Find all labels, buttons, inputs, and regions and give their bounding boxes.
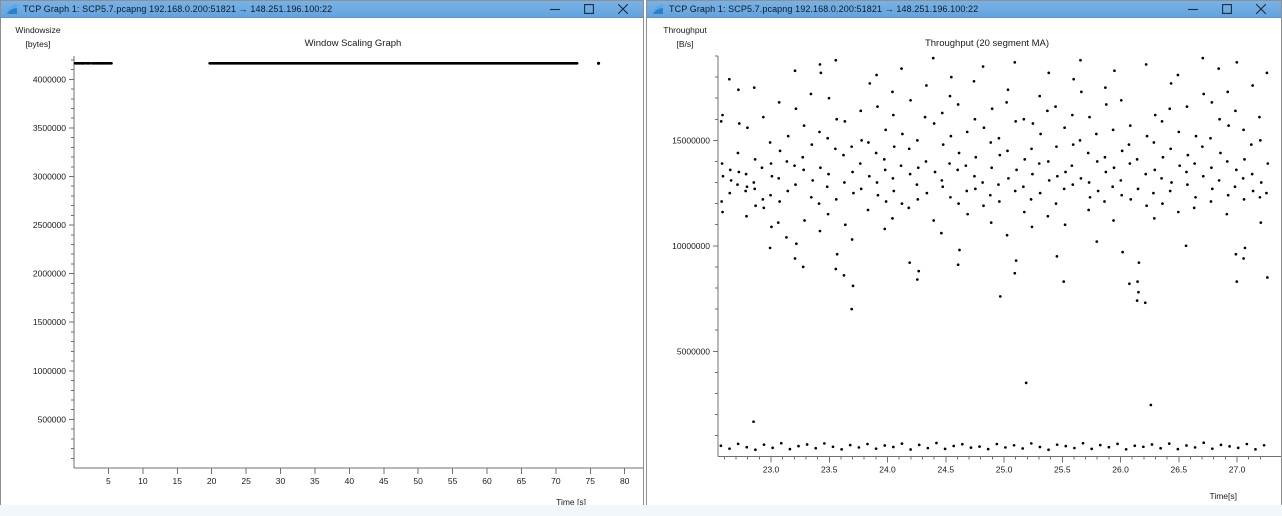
svg-text:5: 5 bbox=[106, 476, 111, 486]
svg-text:3500000: 3500000 bbox=[33, 123, 66, 133]
svg-text:25.0: 25.0 bbox=[996, 465, 1013, 475]
chart-labels: Window Scaling Graph Windowsize [bytes] Tim… bbox=[15, 25, 586, 506]
svg-text:Windowsize: Windowsize bbox=[15, 25, 61, 35]
svg-text:45: 45 bbox=[379, 476, 389, 486]
svg-text:[bytes]: [bytes] bbox=[25, 39, 50, 49]
svg-text:5000000: 5000000 bbox=[677, 346, 710, 356]
svg-text:500000: 500000 bbox=[38, 414, 67, 424]
svg-text:30: 30 bbox=[276, 476, 286, 486]
svg-text:1000000: 1000000 bbox=[33, 366, 66, 376]
close-button[interactable] bbox=[606, 1, 640, 18]
window-title: TCP Graph 1: SCP5.7.pcapng 192.168.0.200… bbox=[669, 4, 979, 14]
window-scaling-chart[interactable]: 500000 1000000 1500000 2000000 2500000 300000… bbox=[1, 18, 643, 506]
svg-text:Throughput: Throughput bbox=[663, 25, 707, 35]
wireshark-fin-icon bbox=[653, 4, 663, 14]
svg-text:15000000: 15000000 bbox=[672, 135, 710, 145]
svg-text:10000000: 10000000 bbox=[672, 241, 710, 251]
window-title: TCP Graph 1: SCP5.7.pcapng 192.168.0.200… bbox=[23, 4, 333, 14]
wireshark-fin-icon bbox=[7, 4, 17, 14]
svg-text:70: 70 bbox=[551, 476, 561, 486]
svg-text:23.5: 23.5 bbox=[821, 465, 838, 475]
screen-bottom-strip bbox=[0, 505, 1282, 516]
y-axis-ticks: 5000000 10000000 15000000 bbox=[672, 55, 718, 437]
svg-text:2500000: 2500000 bbox=[33, 220, 66, 230]
data-points bbox=[719, 56, 1270, 452]
svg-text:25: 25 bbox=[241, 476, 251, 486]
x-axis-ticks: 23.0 23.5 24.0 24.5 25.0 25.5 26.0 26.5 27.0 bbox=[723, 456, 1261, 475]
svg-text:Throughput (20 segment MA): Throughput (20 segment MA) bbox=[925, 38, 1049, 49]
svg-text:60: 60 bbox=[482, 476, 492, 486]
svg-text:24.0: 24.0 bbox=[879, 465, 896, 475]
svg-text:20: 20 bbox=[207, 476, 217, 486]
svg-text:50: 50 bbox=[413, 476, 423, 486]
svg-text:3000000: 3000000 bbox=[33, 171, 66, 181]
minimize-button[interactable] bbox=[538, 1, 572, 18]
svg-text:25.5: 25.5 bbox=[1054, 465, 1071, 475]
data-points bbox=[73, 61, 601, 65]
svg-text:Time[s]: Time[s] bbox=[1209, 491, 1237, 501]
window-controls bbox=[538, 1, 640, 18]
svg-text:15: 15 bbox=[173, 476, 183, 486]
svg-text:24.5: 24.5 bbox=[938, 465, 955, 475]
svg-text:10: 10 bbox=[138, 476, 148, 486]
titlebar[interactable]: TCP Graph 1: SCP5.7.pcapng 192.168.0.200… bbox=[647, 1, 1281, 18]
svg-text:[B/s]: [B/s] bbox=[676, 39, 693, 49]
y-axis-ticks: 500000 1000000 1500000 2000000 2500000 300000… bbox=[33, 59, 74, 459]
svg-text:55: 55 bbox=[448, 476, 458, 486]
svg-text:26.0: 26.0 bbox=[1112, 465, 1129, 475]
svg-text:Time [s]: Time [s] bbox=[556, 497, 586, 506]
svg-text:23.0: 23.0 bbox=[763, 465, 780, 475]
svg-text:27.0: 27.0 bbox=[1229, 465, 1246, 475]
maximize-button[interactable] bbox=[572, 1, 606, 18]
svg-text:1500000: 1500000 bbox=[33, 317, 66, 327]
close-button[interactable] bbox=[1244, 1, 1278, 18]
x-axis-ticks: 5 10 15 20 25 30 35 40 45 50 55 60 65 70 75 80 bbox=[106, 468, 630, 486]
titlebar[interactable]: TCP Graph 1: SCP5.7.pcapng 192.168.0.200… bbox=[1, 1, 643, 18]
axes bbox=[717, 56, 1281, 458]
svg-text:Window Scaling Graph: Window Scaling Graph bbox=[305, 38, 402, 49]
maximize-button[interactable] bbox=[1210, 1, 1244, 18]
tcp-graph-window-windowscaling: TCP Graph 1: SCP5.7.pcapng 192.168.0.200… bbox=[0, 0, 644, 506]
minimize-button[interactable] bbox=[1176, 1, 1210, 18]
svg-text:4000000: 4000000 bbox=[33, 74, 66, 84]
tcp-graph-window-throughput: TCP Graph 1: SCP5.7.pcapng 192.168.0.200… bbox=[646, 0, 1282, 506]
svg-text:2000000: 2000000 bbox=[33, 269, 66, 279]
svg-text:40: 40 bbox=[345, 476, 355, 486]
chart-labels: Throughput (20 segment MA) Throughput [B/s… bbox=[663, 25, 1237, 501]
axes bbox=[73, 56, 643, 469]
svg-text:75: 75 bbox=[586, 476, 596, 486]
svg-text:65: 65 bbox=[517, 476, 527, 486]
svg-text:80: 80 bbox=[620, 476, 630, 486]
svg-text:26.5: 26.5 bbox=[1171, 465, 1188, 475]
window-controls bbox=[1176, 1, 1278, 18]
svg-text:35: 35 bbox=[310, 476, 320, 486]
